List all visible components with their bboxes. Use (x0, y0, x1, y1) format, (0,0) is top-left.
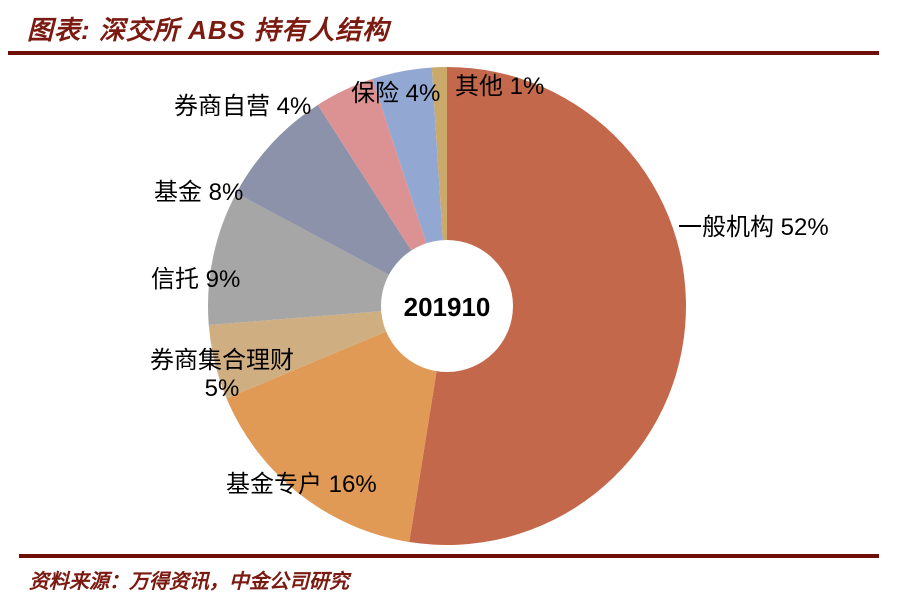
slice-label-insurance: 保险 4% (351, 80, 441, 107)
donut-hole (381, 240, 513, 372)
slice-label-fund-special-account: 基金专户 16% (226, 471, 377, 498)
slice-label-other: 其他 1% (455, 73, 545, 100)
chart-title: 图表: 深交所 ABS 持有人结构 (27, 15, 390, 45)
pie-slice-1 (226, 306, 447, 542)
pie-slice-0 (409, 67, 686, 545)
footer-rule (19, 554, 879, 558)
slice-label-fund: 基金 8% (154, 179, 244, 206)
title-underline-rule (8, 51, 879, 55)
pie-slice-4 (236, 104, 447, 306)
slice-label-broker-proprietary: 券商自营 4% (174, 93, 312, 120)
donut-center-label: 201910 (403, 292, 491, 322)
slice-label-general-institution: 一般机构 52% (678, 214, 829, 241)
source-note: 资料来源：万得资讯，中金公司研究 (29, 571, 349, 593)
slice-label-broker-collective-plan: 券商集合理财 5% (150, 347, 294, 402)
slice-label-trust: 信托 9% (151, 266, 241, 293)
